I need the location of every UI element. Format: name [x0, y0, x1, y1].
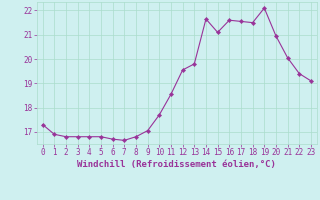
X-axis label: Windchill (Refroidissement éolien,°C): Windchill (Refroidissement éolien,°C)	[77, 160, 276, 169]
